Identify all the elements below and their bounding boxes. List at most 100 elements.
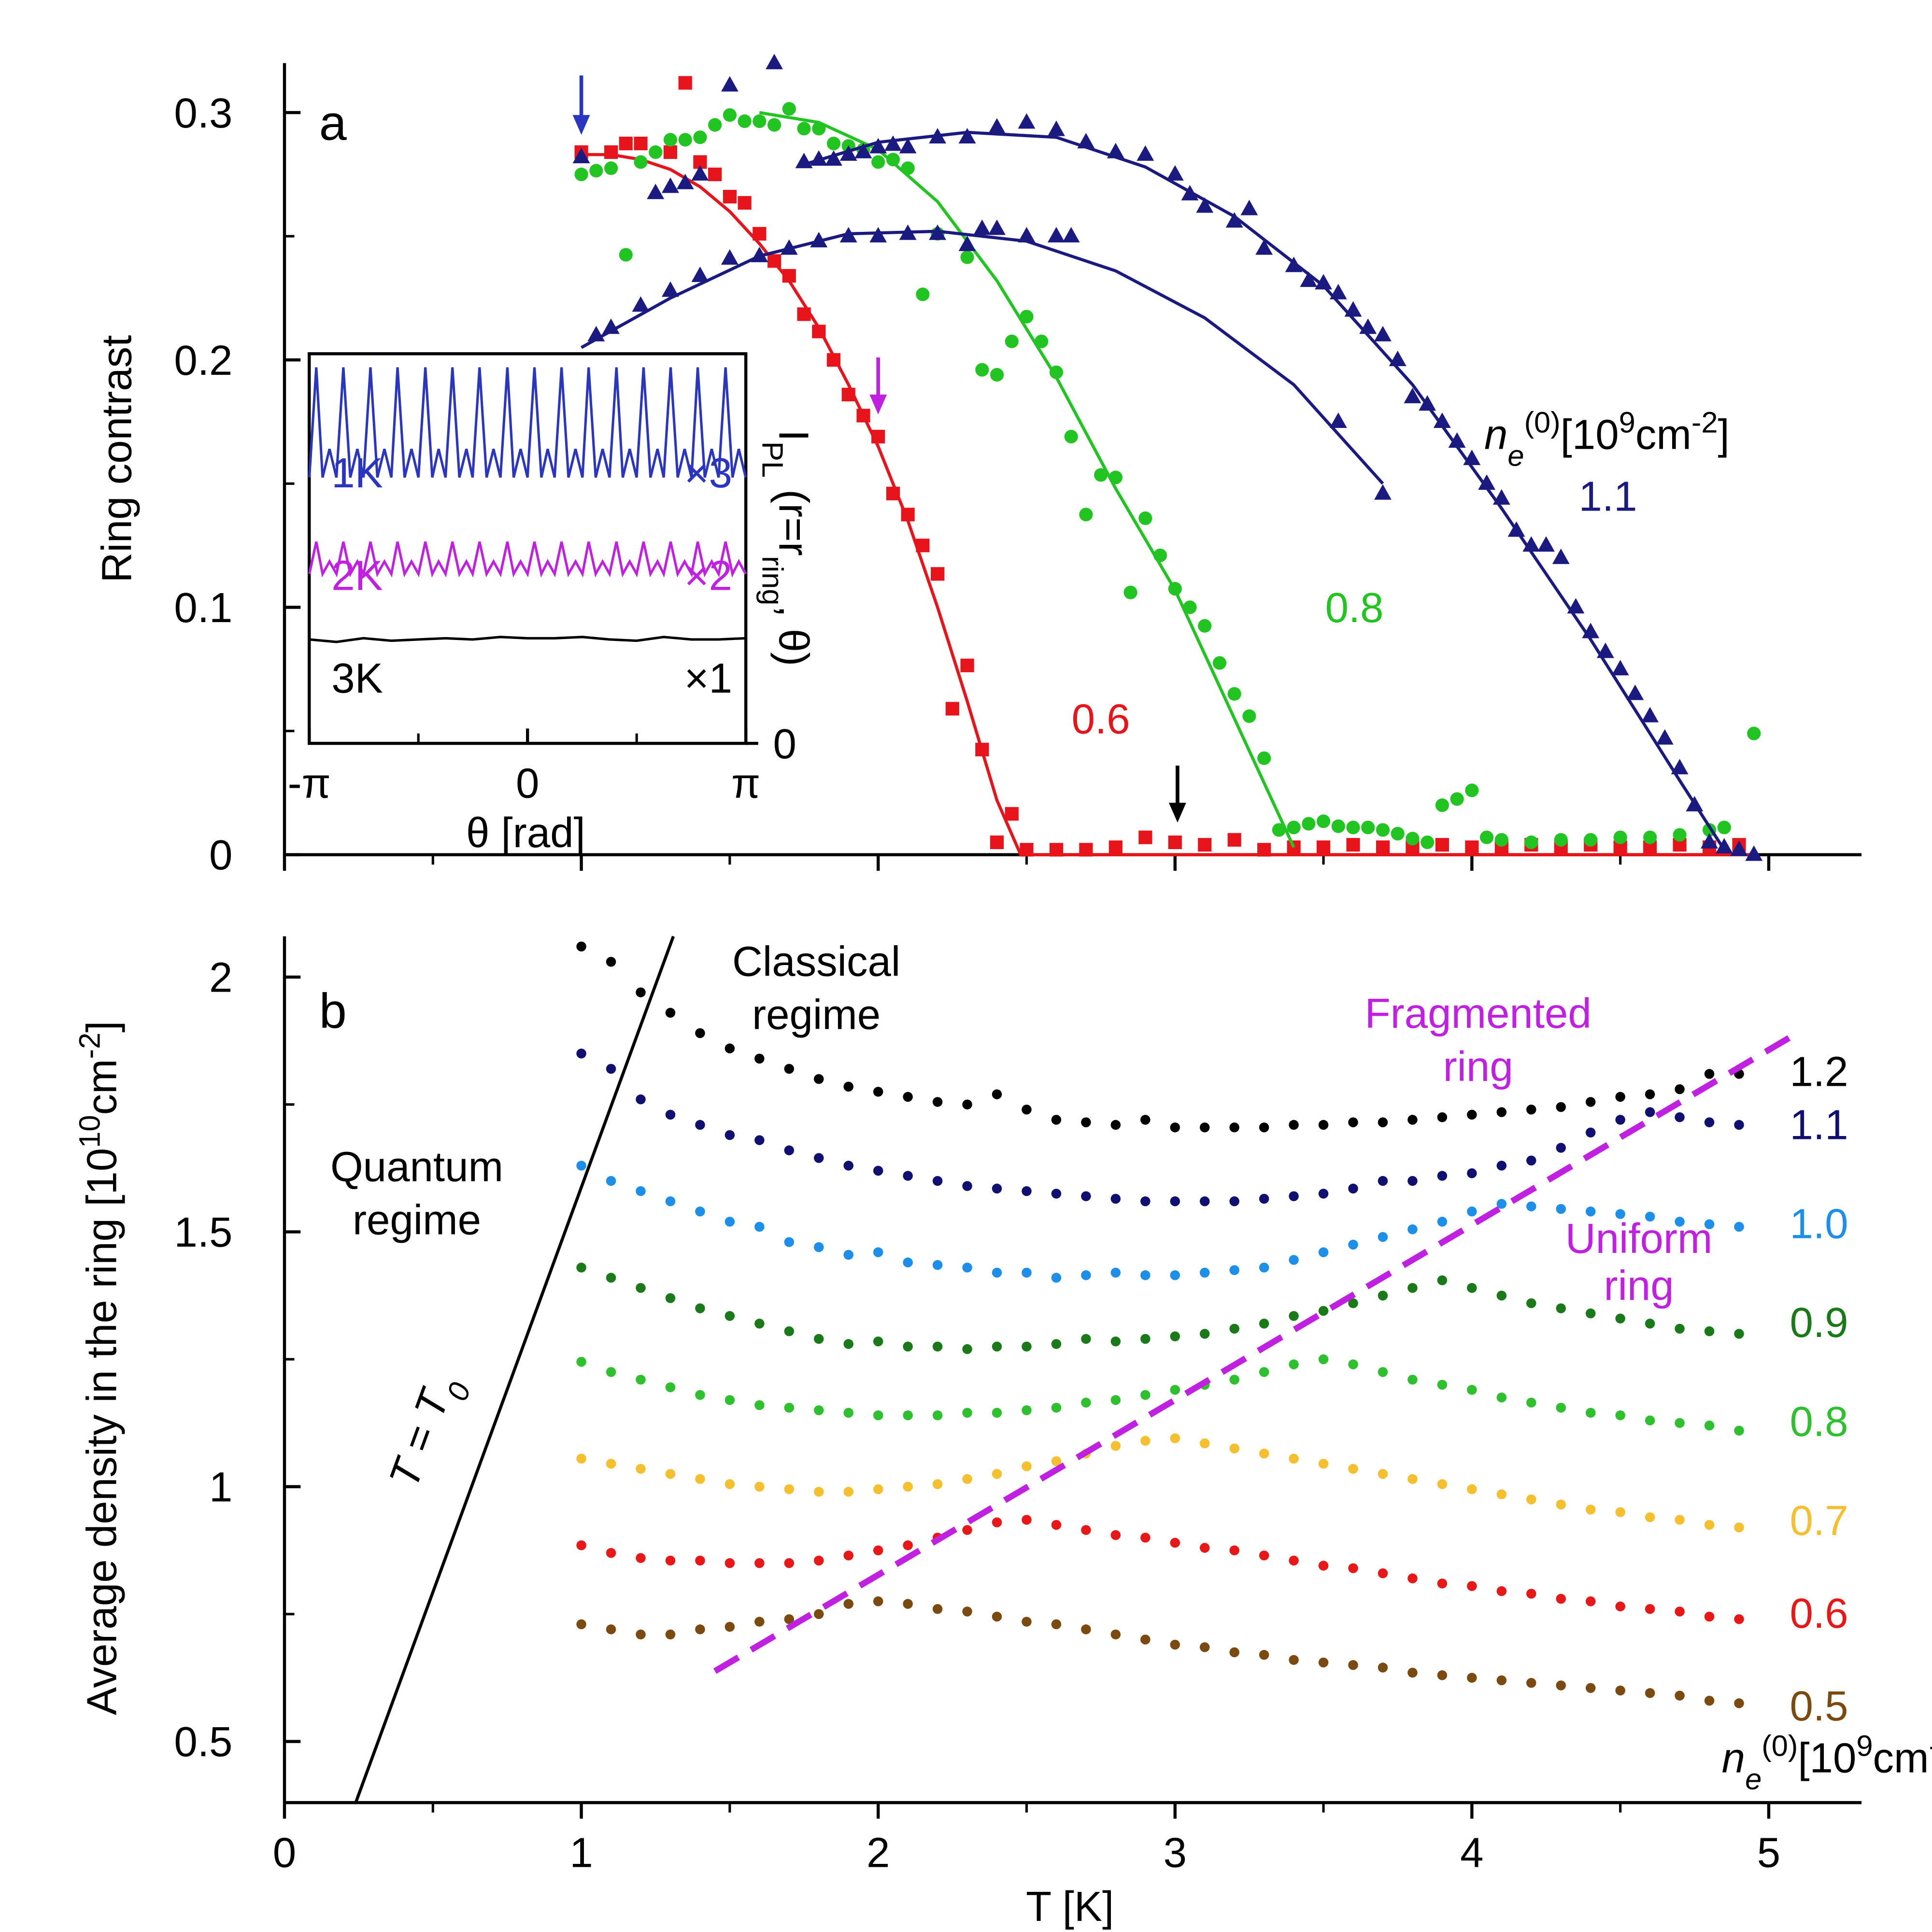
- circle-marker: [1123, 585, 1137, 599]
- dot-marker: [665, 1196, 676, 1207]
- dot-marker: [1378, 1232, 1388, 1242]
- triangle-marker: [1048, 227, 1065, 242]
- dot-marker: [1081, 1525, 1091, 1535]
- triangle-marker: [572, 148, 590, 164]
- dot-marker: [932, 1479, 943, 1489]
- fit-line: [354, 936, 675, 1804]
- dot-marker: [1645, 1089, 1655, 1099]
- dot-marker: [932, 1604, 943, 1614]
- triangle-marker: [662, 177, 679, 193]
- triangle-marker: [958, 235, 976, 251]
- dot-marker: [1259, 1550, 1269, 1561]
- dot-marker: [992, 1611, 1002, 1622]
- square-marker: [619, 136, 633, 151]
- fit-line: [759, 111, 1295, 848]
- dot-marker: [1170, 1385, 1180, 1395]
- dot-marker: [843, 1487, 853, 1497]
- dot-marker: [873, 1484, 883, 1494]
- inset: -π 0 π0: [288, 352, 796, 807]
- square-marker: [1346, 838, 1360, 852]
- triangle-marker: [721, 76, 739, 92]
- panel-label: a: [319, 95, 347, 150]
- dot-marker: [1110, 1629, 1121, 1640]
- dot-marker: [992, 1469, 1002, 1479]
- dot-marker: [1318, 1247, 1329, 1257]
- factor-label: ×3: [684, 450, 732, 497]
- triangle-marker: [988, 118, 1006, 134]
- text-part: [10: [1561, 412, 1619, 458]
- dot-marker: [1170, 1196, 1180, 1207]
- dot-marker: [724, 1217, 735, 1227]
- triangle-marker: [1671, 759, 1689, 775]
- square-marker: [1465, 840, 1479, 854]
- y-tick-label: 0.5: [174, 1719, 232, 1765]
- dot-marker: [1022, 1267, 1032, 1278]
- dot-marker: [903, 1341, 913, 1352]
- series-label: 0.6: [1072, 696, 1130, 743]
- triangle-marker: [825, 150, 842, 166]
- dot-marker: [1437, 1217, 1448, 1227]
- square-marker: [1108, 840, 1122, 854]
- triangle-marker: [691, 165, 709, 181]
- dot-marker: [932, 1260, 943, 1270]
- dot-marker: [843, 1081, 853, 1092]
- dot-marker: [1110, 1193, 1121, 1204]
- dot-marker: [962, 1263, 972, 1273]
- circle-marker: [1346, 821, 1360, 835]
- dot-marker: [1051, 1619, 1062, 1630]
- dot-marker: [1140, 1115, 1151, 1125]
- dot-marker: [814, 1405, 824, 1415]
- x-tick-label: 5: [1757, 1829, 1780, 1876]
- circle-marker: [1079, 508, 1093, 522]
- dot-marker: [1348, 1117, 1358, 1127]
- dot-marker: [903, 1599, 913, 1609]
- circle-marker: [1227, 687, 1241, 701]
- dot-marker: [1170, 1433, 1180, 1444]
- dot-marker: [903, 1257, 913, 1268]
- dot-marker: [1170, 1639, 1180, 1650]
- dot-marker: [606, 1459, 616, 1469]
- circle-marker: [767, 118, 781, 132]
- circle-marker: [1613, 830, 1627, 844]
- plot-layer: 0 0.1 0.2 0.3 0 1 2 3 4 5 0.5 1 1.5 2: [174, 54, 1862, 1876]
- dot-marker: [784, 1558, 795, 1568]
- dot-marker: [1199, 1267, 1210, 1278]
- dot-marker: [1051, 1115, 1062, 1125]
- text-part: 10: [73, 1115, 106, 1148]
- circle-marker: [1361, 821, 1375, 835]
- y-tick-label: 0: [209, 832, 232, 879]
- dot-marker: [1585, 1683, 1596, 1693]
- dot-marker: [1704, 1695, 1715, 1706]
- dot-marker: [962, 1525, 972, 1535]
- dot-marker: [576, 1161, 586, 1171]
- x-tick-label: 2: [867, 1829, 890, 1876]
- circle-marker: [708, 118, 722, 132]
- dot-marker: [1318, 1657, 1329, 1668]
- triangle-marker: [1255, 239, 1273, 255]
- dot-marker: [576, 1453, 586, 1464]
- dot-marker: [1348, 1239, 1358, 1250]
- triangle-marker: [884, 135, 902, 151]
- dot-marker: [873, 1165, 883, 1176]
- circle-marker: [1183, 600, 1197, 614]
- text-part: cm: [1873, 1735, 1929, 1782]
- y-tick-label: 0: [773, 721, 796, 767]
- dot-marker: [1318, 1120, 1329, 1130]
- dot-marker: [843, 1599, 853, 1609]
- x-axis-label: T [K]: [1026, 1883, 1114, 1930]
- arrow: [869, 357, 887, 414]
- circle-marker: [1257, 751, 1271, 765]
- square-marker: [1316, 840, 1331, 854]
- circle-marker: [1584, 833, 1598, 847]
- circle-marker: [1020, 310, 1034, 324]
- dot-marker: [784, 1237, 795, 1247]
- dot-marker: [1496, 1586, 1507, 1596]
- series-label: 1.1: [1579, 473, 1637, 520]
- circle-marker: [1421, 835, 1435, 850]
- circle-marker: [916, 287, 930, 301]
- annotation: regime: [752, 992, 881, 1038]
- dot-marker: [1022, 1405, 1032, 1415]
- circle-marker: [960, 250, 974, 264]
